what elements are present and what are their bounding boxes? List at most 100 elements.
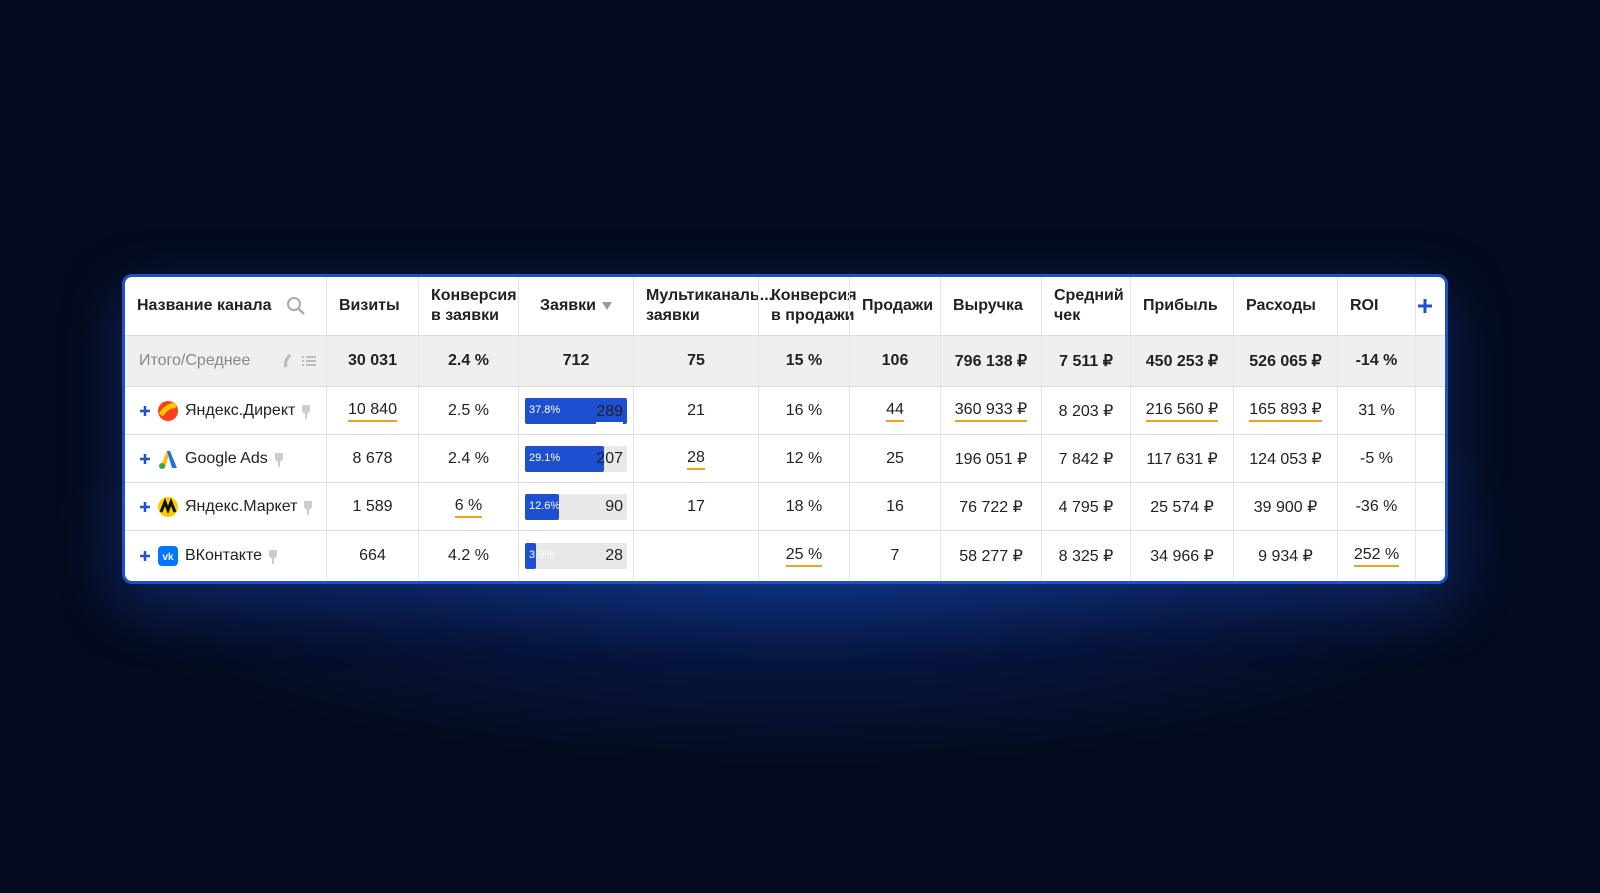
cell: 15 % bbox=[758, 336, 849, 386]
add-column[interactable] bbox=[1416, 297, 1434, 315]
cell: 37.8% 289 bbox=[518, 387, 633, 434]
cell-value: 58 277 ₽ bbox=[959, 548, 1023, 565]
cell-value[interactable]: 289 bbox=[596, 402, 623, 424]
table-row: Google Ads 8 678 2.4 % 29.1% 207 28 12 % 25 196 … bbox=[125, 435, 1445, 483]
cell: 25 bbox=[849, 435, 940, 482]
channel-name[interactable]: Google Ads bbox=[185, 449, 268, 467]
share-fill bbox=[525, 493, 559, 520]
share-label: 37.8% bbox=[529, 403, 561, 416]
cell-value[interactable]: 6 % bbox=[454, 496, 483, 518]
cell-value[interactable]: 360 933 ₽ bbox=[954, 400, 1028, 422]
cell-value[interactable]: 10 840 bbox=[348, 400, 397, 422]
cell: 39 900 ₽ bbox=[1233, 483, 1337, 530]
column-header[interactable]: ROI bbox=[1350, 297, 1379, 314]
cell: -36 % bbox=[1337, 483, 1415, 530]
channel-name[interactable]: ВКонтакте bbox=[185, 547, 262, 564]
cell: 58 277 ₽ bbox=[940, 531, 1041, 581]
cell-value[interactable]: 165 893 ₽ bbox=[1249, 400, 1322, 422]
column-header[interactable]: Мультиканаль... заявки bbox=[646, 287, 774, 324]
share-label: 3.9% bbox=[529, 549, 555, 561]
total-value: -14 % bbox=[1355, 352, 1398, 369]
cell: 117 631 ₽ bbox=[1130, 435, 1233, 482]
cell: Конверсия в заявки bbox=[418, 277, 518, 335]
column-header[interactable]: Конверсия в продажи bbox=[771, 287, 857, 324]
cell: 712 bbox=[518, 336, 633, 386]
expand-row[interactable] bbox=[139, 501, 151, 513]
total-icons[interactable] bbox=[282, 353, 318, 369]
cell: -5 % bbox=[1337, 435, 1415, 482]
expand-row[interactable] bbox=[139, 550, 151, 562]
cell bbox=[1415, 531, 1445, 581]
total-value: 526 065 ₽ bbox=[1249, 353, 1322, 370]
cell: 196 051 ₽ bbox=[940, 435, 1041, 482]
cell-value[interactable]: 216 560 ₽ bbox=[1145, 400, 1219, 422]
cell: Итого/Среднее bbox=[125, 336, 326, 386]
cell-value: 34 966 ₽ bbox=[1150, 548, 1214, 565]
cell: Прибыль bbox=[1130, 277, 1233, 335]
cell-value: 25 bbox=[886, 449, 904, 467]
share-fill bbox=[525, 445, 604, 472]
cell: 10 840 bbox=[326, 387, 418, 434]
search-icon[interactable] bbox=[286, 296, 306, 316]
cell-value[interactable]: 90 bbox=[605, 497, 623, 515]
column-header[interactable]: Средний чек bbox=[1054, 287, 1124, 324]
cell-value: 1 589 bbox=[352, 497, 393, 515]
cell-value[interactable]: 44 bbox=[886, 400, 904, 422]
cell-value[interactable]: 28 bbox=[687, 448, 705, 470]
table-row: Яндекс.Директ 10 840 2.5 % 37.8% 289 21 16 % 44… bbox=[125, 387, 1445, 435]
channel-icon bbox=[157, 496, 179, 518]
column-header[interactable]: Выручка bbox=[953, 297, 1023, 314]
cell: ROI bbox=[1337, 277, 1415, 335]
cell: 30 031 bbox=[326, 336, 418, 386]
cell: 4 795 ₽ bbox=[1041, 483, 1130, 530]
total-value: 712 bbox=[562, 352, 590, 369]
channel-icon bbox=[157, 400, 179, 422]
table-row: Яндекс.Маркет 1 589 6 % 12.6% 90 17 18 % 16 76 7… bbox=[125, 483, 1445, 531]
plug-icon bbox=[301, 403, 311, 419]
sort-icon[interactable] bbox=[601, 302, 612, 310]
cell: 12 % bbox=[758, 435, 849, 482]
column-header[interactable]: Расходы bbox=[1246, 297, 1316, 314]
cell-value: 8 678 bbox=[352, 449, 393, 467]
cell-value: 9 934 ₽ bbox=[1258, 548, 1313, 565]
channel-table: Название канала Визиты Конверсия в заявки З… bbox=[122, 274, 1448, 584]
cell: Мультиканаль... заявки bbox=[633, 277, 773, 335]
cell: 4.2 % bbox=[418, 531, 518, 581]
column-header[interactable]: Название канала bbox=[137, 297, 272, 314]
cell: 7 842 ₽ bbox=[1041, 435, 1130, 482]
cell-value[interactable]: 207 bbox=[596, 449, 623, 467]
column-header[interactable]: Продажи bbox=[862, 297, 934, 314]
column-header[interactable]: Заявки bbox=[540, 297, 596, 314]
cell: 6 % bbox=[418, 483, 518, 530]
cell-value[interactable]: 25 % bbox=[785, 545, 823, 567]
cell-value: 124 053 ₽ bbox=[1249, 450, 1322, 468]
cell: Конверсия в продажи bbox=[758, 277, 857, 335]
cell: 216 560 ₽ bbox=[1130, 387, 1233, 434]
column-header[interactable]: Конверсия в заявки bbox=[431, 287, 517, 324]
cell bbox=[1415, 336, 1445, 386]
cell-value: 16 bbox=[886, 497, 904, 515]
cell-value: 76 722 ₽ bbox=[959, 498, 1023, 516]
cell-value: 8 203 ₽ bbox=[1058, 402, 1114, 420]
cell-value: 25 574 ₽ bbox=[1150, 498, 1214, 516]
svg-text:vk: vk bbox=[162, 552, 174, 563]
cell-value[interactable]: 252 % bbox=[1353, 545, 1400, 567]
cell-value: 12 % bbox=[785, 449, 823, 467]
cell: 25 574 ₽ bbox=[1130, 483, 1233, 530]
expand-row[interactable] bbox=[139, 453, 151, 465]
cell: 7 511 ₽ bbox=[1041, 336, 1130, 386]
column-header[interactable]: Прибыль bbox=[1143, 297, 1218, 314]
cell-value[interactable]: 28 bbox=[605, 547, 623, 564]
cell-value: 18 % bbox=[785, 497, 823, 515]
expand-row[interactable] bbox=[139, 405, 151, 417]
share-bar: 12.6% 90 bbox=[525, 493, 627, 520]
total-value: 7 511 ₽ bbox=[1059, 353, 1113, 370]
channel-icon bbox=[157, 448, 179, 470]
cell: 2.4 % bbox=[418, 435, 518, 482]
channel-name[interactable]: Яндекс.Маркет bbox=[185, 497, 298, 515]
cell: -14 % bbox=[1337, 336, 1415, 386]
column-header[interactable]: Визиты bbox=[339, 297, 400, 314]
channel-name[interactable]: Яндекс.Директ bbox=[185, 401, 296, 419]
cell: 360 933 ₽ bbox=[940, 387, 1041, 434]
cell: Расходы bbox=[1233, 277, 1337, 335]
